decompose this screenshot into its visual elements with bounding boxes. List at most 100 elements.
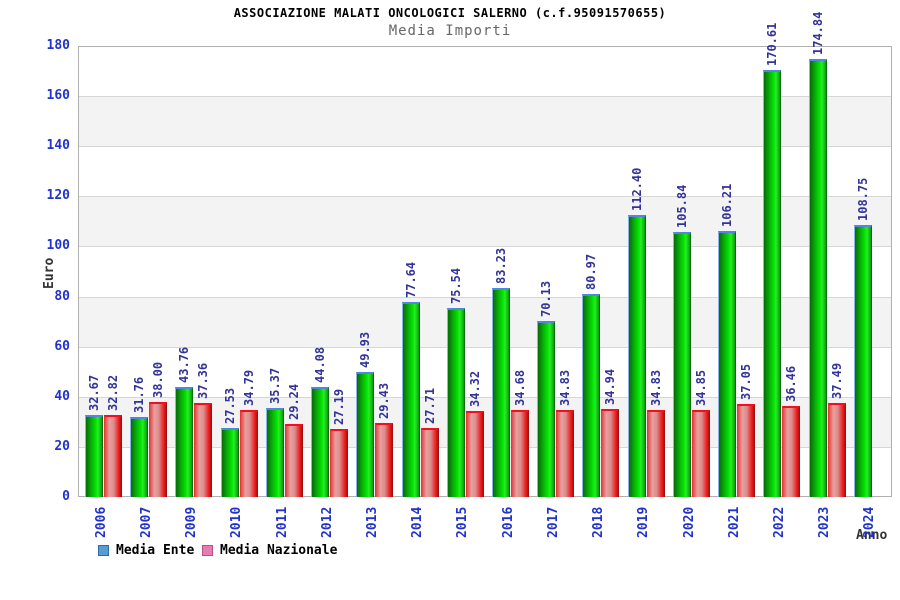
bar-value-label: 80.97	[584, 254, 599, 291]
x-tick-label: 2014	[410, 506, 426, 538]
bar-value-label: 27.71	[422, 387, 437, 424]
bar-media-nazionale	[239, 409, 258, 497]
bar-media-nazionale	[737, 404, 756, 497]
bar-media-nazionale	[375, 423, 394, 497]
bar-media-nazionale	[691, 409, 710, 497]
y-tick-label: 40	[54, 388, 70, 404]
bar-value-label: 108.75	[855, 177, 870, 221]
grid-line	[79, 446, 891, 448]
x-tick-label: 2011	[274, 506, 290, 538]
bar-value-label: 70.13	[539, 281, 554, 318]
bar-media-ente	[85, 415, 103, 497]
grid-line	[79, 146, 891, 148]
bar-value-label: 43.76	[177, 347, 192, 384]
x-tick-label: 2016	[500, 506, 516, 538]
x-tick-label: 2010	[229, 506, 245, 538]
bar-value-label: 29.43	[377, 383, 392, 420]
bar-value-label: 34.68	[513, 369, 527, 407]
bar-media-ente	[808, 58, 827, 497]
bar-media-ente	[446, 307, 465, 497]
grid-line	[79, 396, 891, 398]
y-tick-label: 20	[54, 438, 70, 454]
bar-media-ente	[356, 371, 375, 497]
grid-band	[79, 196, 891, 247]
bar-media-ente	[582, 294, 601, 497]
grid-line	[79, 196, 891, 198]
bar-value-label: 35.37	[267, 368, 282, 405]
bar-value-label: 44.08	[313, 346, 328, 383]
bar-media-ente	[537, 321, 556, 497]
legend-swatch-media-nazionale	[202, 545, 213, 556]
x-tick-label: 2013	[364, 506, 380, 538]
bar-value-label: 34.85	[693, 369, 708, 406]
bar-media-ente	[853, 224, 872, 497]
bar-value-label: 49.93	[358, 331, 373, 368]
bar-media-nazionale	[556, 409, 575, 497]
legend: Media Ente Media Nazionale	[0, 541, 900, 561]
chart-title: ASSOCIAZIONE MALATI ONCOLOGICI SALERNO (…	[233, 6, 667, 20]
bar-value-label: 32.82	[106, 374, 120, 411]
bar-value-label: 36.46	[784, 365, 799, 402]
bar-media-nazionale	[330, 428, 349, 497]
x-tick-label: 2024	[862, 506, 878, 538]
bar-value-label: 34.83	[648, 369, 663, 406]
bar-value-label: 112.40	[629, 168, 644, 212]
bar-media-ente	[672, 231, 691, 497]
bar-media-nazionale	[511, 410, 529, 497]
x-tick-label: 2022	[771, 506, 787, 538]
bar-media-nazionale	[194, 403, 213, 497]
y-tick-label: 0	[62, 489, 70, 504]
bar-media-nazionale	[104, 414, 122, 497]
bar-value-label: 105.84	[674, 184, 689, 228]
bar-media-ente	[311, 386, 330, 497]
grid-line	[79, 246, 891, 248]
bar-media-ente	[220, 428, 239, 497]
y-tick-label: 80	[54, 288, 70, 304]
grid-band	[79, 396, 891, 447]
y-tick-label: 100	[46, 238, 70, 254]
x-tick-label: 2017	[545, 506, 561, 538]
bar-media-ente	[265, 408, 284, 497]
bar-value-label: 75.54	[448, 267, 463, 304]
bar-media-nazionale	[465, 411, 484, 497]
bar-value-label: 27.53	[222, 387, 237, 425]
bar-media-nazionale	[420, 427, 439, 497]
bar-media-ente	[175, 387, 194, 497]
bar-media-ente	[627, 215, 646, 497]
grid-line	[79, 296, 891, 298]
y-tick-label: 160	[46, 88, 70, 104]
bar-media-nazionale	[782, 405, 801, 497]
x-tick-label: 2019	[636, 506, 652, 538]
grid-band	[79, 96, 891, 147]
bar-value-label: 34.83	[558, 369, 573, 406]
bar-value-label: 34.94	[603, 369, 618, 406]
bar-media-nazionale	[149, 401, 168, 497]
x-tick-label: 2006	[93, 506, 109, 538]
x-tick-label: 2007	[138, 506, 154, 538]
x-tick-label: 2015	[455, 506, 471, 538]
bar-value-label: 27.19	[332, 388, 347, 425]
bar-value-label: 29.24	[286, 383, 301, 420]
bar-media-nazionale	[601, 409, 620, 497]
chart-subtitle: Media Importi	[388, 23, 512, 39]
x-tick-label: 2012	[319, 506, 335, 538]
bar-value-label: 37.05	[739, 364, 754, 401]
legend-swatch-media-ente	[98, 545, 109, 556]
legend-label-media-nazionale: Media Nazionale	[220, 543, 338, 558]
bar-media-ente	[763, 69, 782, 497]
y-tick-label: 180	[46, 38, 70, 53]
bar-value-label: 31.76	[132, 377, 147, 414]
x-tick-label: 2009	[184, 506, 200, 538]
bar-media-ente	[718, 230, 737, 497]
legend-label-media-ente: Media Ente	[116, 543, 195, 558]
bar-value-label: 106.21	[720, 183, 735, 227]
y-tick-label: 140	[46, 138, 70, 154]
bar-value-label: 34.32	[467, 370, 482, 407]
x-axis-title: Anno	[856, 528, 888, 543]
bar-value-label: 37.36	[196, 363, 211, 400]
bar-value-label: 170.61	[765, 22, 780, 66]
y-tick-label: 60	[54, 338, 70, 354]
bar-media-ente	[401, 302, 420, 497]
bar-value-label: 83.23	[494, 248, 508, 285]
